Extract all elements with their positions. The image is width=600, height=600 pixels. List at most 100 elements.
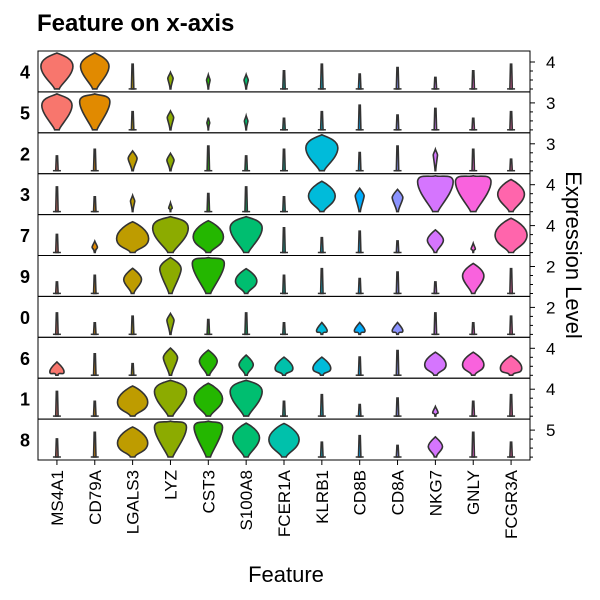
violin-FCGR3A — [509, 63, 514, 90]
violin-LYZ — [151, 215, 190, 254]
violin-MS4A1 — [54, 281, 59, 295]
violin-S100A8 — [229, 379, 263, 417]
violin-CD8B — [357, 434, 362, 458]
x-tick-label: CD79A — [86, 469, 105, 524]
violin-S100A8 — [229, 215, 263, 254]
violin-CST3 — [193, 420, 224, 458]
violin-CD79A — [78, 93, 111, 131]
violin-CD79A — [92, 274, 97, 295]
violin-NKG7 — [431, 404, 439, 417]
violin-FCER1A — [274, 356, 294, 376]
violin-CD8A — [395, 66, 400, 90]
violin-CST3 — [205, 71, 211, 90]
violin-CD8B — [357, 356, 362, 376]
x-tick-label: KLRB1 — [313, 470, 332, 524]
violin-S100A8 — [244, 186, 249, 213]
violin-NKG7 — [416, 174, 454, 213]
violin-KLRB1 — [305, 133, 339, 172]
y-tick-label: 3 — [546, 135, 555, 154]
violin-GNLY — [454, 174, 492, 213]
cluster-label: 5 — [20, 103, 30, 123]
x-tick-label: NKG7 — [426, 470, 445, 516]
violin-GNLY — [461, 351, 485, 376]
violin-CD8B — [357, 403, 362, 417]
violin-CD8A — [395, 114, 400, 131]
violin-S100A8 — [232, 422, 261, 458]
violin-NKG7 — [423, 351, 447, 376]
chart-title: Feature on x-axis — [37, 10, 234, 37]
violin-GNLY — [471, 431, 476, 458]
violin-FCGR3A — [496, 178, 526, 213]
violin-CD79A — [92, 148, 97, 172]
violin-CD8A — [395, 397, 400, 417]
cluster-label: 2 — [20, 144, 30, 164]
violin-CD79A — [91, 238, 99, 254]
violin-LGALS3 — [127, 149, 138, 172]
y-tick-label: 4 — [546, 53, 555, 72]
violin-CD8A — [391, 321, 404, 336]
violin-KLRB1 — [319, 393, 324, 417]
violin-LYZ — [166, 70, 174, 90]
cluster-label: 1 — [20, 390, 30, 410]
violin-LGALS3 — [130, 63, 135, 90]
violin-GNLY — [471, 117, 476, 131]
violin-panels: 4 45 32 33 47 49 20 26 41 48 5 — [20, 50, 555, 461]
y-tick-label: 2 — [546, 258, 555, 277]
violin-LGALS3 — [129, 192, 136, 213]
violin-LGALS3 — [116, 385, 149, 417]
violin-CST3 — [198, 349, 219, 376]
violin-CD8B — [357, 230, 362, 254]
violin-KLRB1 — [319, 110, 324, 131]
violin-MS4A1 — [41, 93, 73, 131]
violin-CD8A — [395, 145, 400, 172]
cluster-label: 9 — [20, 267, 30, 287]
violin-LGALS3 — [116, 426, 149, 458]
violin-GNLY — [471, 400, 476, 417]
violin-MS4A1 — [54, 233, 59, 254]
y-tick-label: 4 — [546, 339, 555, 358]
violin-CD8A — [395, 444, 400, 458]
violin-MS4A1 — [40, 52, 74, 90]
violin-GNLY — [461, 262, 485, 295]
violin-KLRB1 — [307, 180, 336, 213]
cluster-label: 6 — [20, 349, 30, 369]
violin-LGALS3 — [122, 267, 143, 295]
violin-LYZ — [166, 109, 175, 131]
violin-CD79A — [92, 431, 97, 458]
violin-KLRB1 — [312, 356, 332, 376]
violin-NKG7 — [433, 76, 438, 90]
violin-CD8A — [395, 271, 400, 295]
violin-LGALS3 — [115, 220, 150, 254]
violin-LYZ — [158, 256, 182, 295]
y-tick-label: 4 — [546, 380, 555, 399]
violin-FCGR3A — [509, 441, 514, 458]
violin-LYZ — [166, 311, 175, 336]
violin-CD8B — [357, 73, 362, 90]
violin-FCER1A — [281, 70, 287, 90]
violin-KLRB1 — [319, 63, 324, 90]
violin-NKG7 — [426, 228, 445, 254]
violin-FCER1A — [281, 227, 287, 254]
x-tick-label: FCGR3A — [502, 469, 521, 539]
x-tick-label: CST3 — [199, 470, 218, 513]
violin-MS4A1 — [49, 360, 65, 376]
violin-LYZ — [153, 379, 188, 417]
violin-S100A8 — [234, 267, 258, 295]
violin-NKG7 — [433, 312, 438, 336]
x-tick-label: LGALS3 — [124, 470, 143, 534]
violin-CD8B — [357, 151, 362, 172]
violin-GNLY — [470, 240, 477, 254]
violin-S100A8 — [244, 155, 249, 172]
x-axis-title: Feature — [248, 562, 324, 587]
violin-CD79A — [79, 52, 110, 90]
violin-CD8A — [391, 188, 404, 213]
violin-CD8A — [395, 240, 400, 254]
violin-LGALS3 — [130, 110, 135, 131]
violin-CD8B — [357, 104, 362, 131]
